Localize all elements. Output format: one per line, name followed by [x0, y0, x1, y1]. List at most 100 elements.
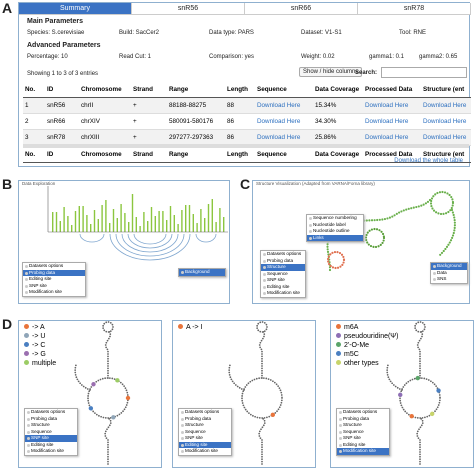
download-link[interactable]: Download Here [257, 134, 301, 141]
legend-label: -> C [32, 342, 46, 349]
bar-decoration [124, 213, 126, 232]
menu-item[interactable]: Datasets options [25, 409, 77, 416]
parameter: Percentage: 10 [27, 54, 68, 60]
menu-item[interactable]: Datasets options [23, 263, 85, 270]
tab[interactable]: snR66 [245, 3, 358, 15]
column-header: No. [23, 82, 45, 98]
menu-item[interactable]: Structure [179, 422, 231, 429]
menu-item[interactable]: Modification site [337, 448, 389, 455]
menu-item[interactable]: SNS [431, 276, 467, 283]
download-link[interactable]: Download Here [365, 102, 409, 109]
tab[interactable]: Summary [19, 3, 132, 15]
menu-item[interactable]: Editing site [179, 441, 231, 448]
menu-item[interactable]: Probing data [25, 416, 77, 423]
download-link[interactable]: Download Here [365, 134, 409, 141]
menu-item[interactable]: Probing data [337, 416, 389, 423]
options-menu: Background [178, 268, 226, 277]
menu-item[interactable]: Modification site [23, 289, 85, 296]
table-cell: 86 [227, 118, 235, 125]
bar-decoration [71, 225, 73, 232]
menu-item[interactable]: SNP site [337, 435, 389, 442]
menu-item[interactable]: Sequence [261, 271, 305, 278]
download-all[interactable]: Download the whole table [394, 158, 463, 164]
table-cell: chrXIII [81, 134, 100, 141]
bar-decoration [169, 206, 172, 232]
site-highlight [415, 375, 420, 381]
bar-decoration [177, 224, 179, 232]
parameter: gamma2: 0.65 [419, 54, 458, 60]
menu-item[interactable]: Modification site [25, 448, 77, 455]
site-highlight [125, 395, 131, 401]
table-cell: 88 [227, 102, 235, 109]
download-link[interactable]: Download Here [423, 134, 467, 141]
menu-item[interactable]: Modification site [179, 448, 231, 455]
download-link[interactable]: Download Here [423, 102, 467, 109]
bar-decoration [82, 206, 84, 232]
menu-item[interactable]: Modification site [261, 290, 305, 297]
download-link[interactable]: Download Here [365, 118, 409, 125]
menu-item[interactable]: Probing data [23, 269, 85, 276]
rna-stem [104, 329, 112, 379]
arcs [79, 233, 217, 261]
column-header: Processed Data [363, 147, 421, 163]
download-link[interactable]: Download Here [257, 102, 301, 109]
menu-item[interactable]: Sequence [25, 429, 77, 436]
download-link[interactable]: Download Here [423, 118, 467, 125]
menu-item[interactable]: Probing data [179, 416, 231, 423]
menu-item[interactable]: Editing site [23, 276, 85, 283]
bar-decoration [143, 212, 145, 232]
download-link[interactable]: Download Here [257, 118, 301, 125]
panel-label: C [240, 176, 251, 192]
menu-item[interactable]: Editing site [261, 284, 305, 291]
legend-swatch [24, 324, 29, 329]
menu-item[interactable]: Datasets options [261, 251, 305, 258]
menu-item[interactable]: Editing site [337, 442, 389, 449]
site-highlight [91, 382, 96, 387]
menu-item[interactable]: Editing site [25, 442, 77, 449]
bar-decoration [211, 199, 213, 232]
parameter: Read Cut: 1 [119, 54, 152, 60]
menu-item[interactable]: SNP site [179, 435, 231, 442]
menu-item[interactable]: Datasets options [337, 409, 389, 416]
legend-item: other types [336, 360, 379, 367]
table-row: 2 snR66 chrXIV +580091-580176 86 Download Her… [23, 113, 471, 130]
column-header: Chromosome [79, 82, 131, 98]
menu-item[interactable]: Datasets options [179, 409, 231, 416]
scrollbar [23, 144, 469, 148]
rna-stem [258, 417, 266, 465]
panel-title: Data Exploration [22, 181, 56, 186]
column-header: ID [45, 147, 79, 163]
menu-item[interactable]: Structure [261, 264, 305, 271]
tab[interactable]: snR78 [358, 3, 471, 15]
column-header: Structure (ent [421, 147, 471, 163]
column-header: Length [225, 147, 255, 163]
tab[interactable]: snR56 [132, 3, 245, 15]
menu-item[interactable]: SNP site [23, 283, 85, 290]
menu-item[interactable]: Sequence [179, 429, 231, 436]
search-input[interactable] [381, 67, 467, 78]
menu-item[interactable]: Sequence numbering [307, 215, 363, 222]
menu-item[interactable]: Structure [25, 422, 77, 429]
menu-item[interactable]: Structure [337, 422, 389, 429]
menu-item[interactable]: Nucleotide outline [307, 228, 363, 235]
menu-item[interactable]: Probing data [261, 258, 305, 265]
column-header: Strand [131, 147, 167, 163]
menu-item[interactable]: Background [431, 263, 467, 270]
rna-hairpin [256, 321, 268, 333]
menu-item[interactable]: Data [431, 270, 467, 277]
legend-label: -> U [32, 333, 46, 340]
table-cell: chrXIV [81, 118, 100, 125]
site-highlight [409, 413, 414, 419]
menu-item[interactable]: Background [179, 269, 225, 276]
bar-decoration [162, 211, 164, 232]
menu-item[interactable]: Nucleotide label [307, 222, 363, 229]
menu-item[interactable]: SNP site [261, 277, 305, 284]
menu-item[interactable]: Links [307, 234, 363, 241]
menu-item[interactable]: Sequence [337, 429, 389, 436]
rna-branch [74, 364, 91, 391]
columns-button[interactable]: Show / hide columns [299, 67, 363, 77]
column-header: ID [45, 82, 79, 98]
panel-label: A [2, 0, 13, 16]
menu-item[interactable]: SNP site [25, 435, 77, 442]
